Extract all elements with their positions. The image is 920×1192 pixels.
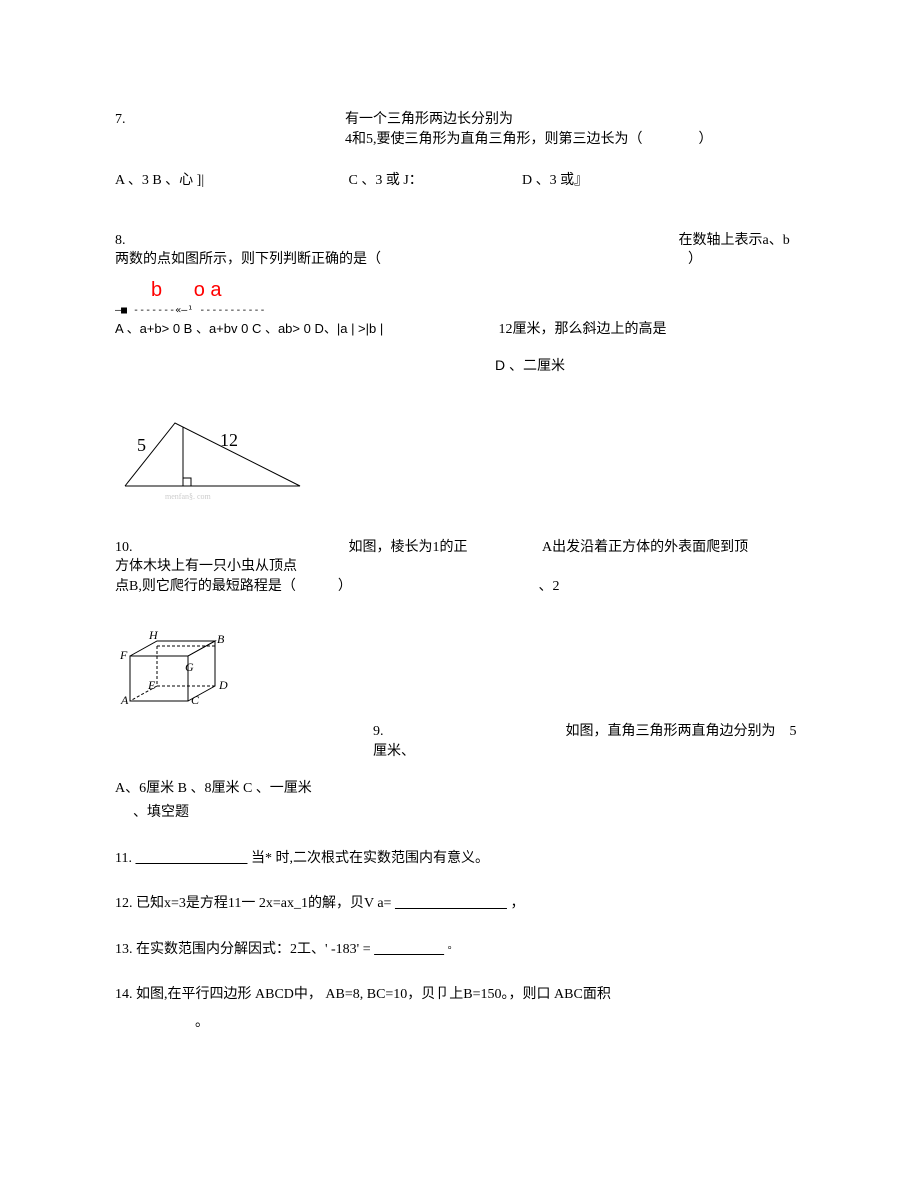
q7-option-ab: A 、3 B 、心 ]|: [115, 171, 345, 191]
q8-line1: 8. 在数轴上表示a、b: [115, 231, 805, 251]
q14-number: 14.: [115, 987, 133, 1002]
q10-line2: 方体木块上有一只小虫从顶点: [115, 557, 805, 577]
q11-blank: [135, 851, 247, 866]
q12-text: 已知x=3是方程11一 2x=ax_1的解，贝V a=: [136, 896, 395, 911]
q8-line2: 两数的点如图所示，则下列判断正确的是（ ）: [115, 250, 805, 270]
q10-line3: 点B,则它爬行的最短路程是（ ） 、2: [115, 577, 805, 597]
q10-mid: 如图，棱长为1的正: [349, 538, 539, 558]
letter-oa: o a: [194, 279, 222, 301]
triangle-label-5: 5: [137, 435, 146, 455]
q12-comma: ，: [510, 896, 524, 911]
q14: 14. 如图,在平行四边形 ABCD中， AB=8, BC=10，贝卩上B=15…: [115, 985, 805, 1032]
q14-end: 。: [195, 1013, 805, 1033]
svg-text:G: G: [185, 660, 194, 674]
q10-number: 10.: [115, 538, 345, 558]
q8-close: ）: [688, 252, 702, 267]
fill-section-title: 、填空题: [133, 803, 805, 823]
q8-numberline: b o a —■ -------«—¹ -----------: [115, 276, 805, 318]
q7-text-1: 有一个三角形两边长分别为: [345, 110, 805, 130]
figure-cube: A C D E F G H B: [115, 601, 805, 713]
q11-number: 11.: [115, 851, 132, 866]
math-worksheet-page: 7. 有一个三角形两边长分别为 4和5,要使三角形为直角三角形，则第三边长为（ …: [0, 0, 920, 1072]
q10-line1: 10. 如图，棱长为1的正 A出发沿着正方体的外表面爬到顶: [115, 538, 805, 558]
q13: 13. 在实数范围内分解因式：2工、' -183' = °: [115, 940, 805, 960]
q7-text-2: 4和5,要使三角形为直角三角形，则第三边长为（ ）: [345, 130, 805, 150]
q8-right-text: 在数轴上表示a、b: [679, 231, 790, 251]
svg-text:menfan§. com: menfan§. com: [165, 492, 212, 501]
triangle-label-12: 12: [220, 430, 238, 450]
q8-opt-d2: D 、二厘米: [495, 356, 805, 376]
q8: 8. 在数轴上表示a、b 两数的点如图所示，则下列判断正确的是（ ） b o a…: [115, 231, 805, 375]
q8-number: 8.: [115, 231, 675, 251]
letter-b: b: [151, 279, 162, 301]
q13-number: 13.: [115, 942, 133, 957]
q10-l3-left: 点B,则它爬行的最短路程是（ ）: [115, 577, 535, 597]
q11-text: 当* 时,二次根式在实数范围内有意义。: [251, 851, 489, 866]
q13-end: °: [448, 945, 452, 956]
q7-number: 7.: [115, 110, 345, 130]
q12: 12. 已知x=3是方程11一 2x=ax_1的解，贝V a= ，: [115, 894, 805, 914]
numberline-axis: —■ -------«—¹ -----------: [115, 304, 805, 318]
svg-text:H: H: [148, 628, 159, 642]
q12-blank: [395, 896, 507, 911]
svg-text:E: E: [147, 678, 156, 692]
q12-number: 12.: [115, 896, 133, 911]
q7-option-d: D 、3 或』: [522, 171, 588, 191]
q10-right: A出发沿着正方体的外表面爬到顶: [542, 538, 748, 558]
svg-text:D: D: [218, 678, 228, 692]
q7-line1: 7. 有一个三角形两边长分别为: [115, 110, 805, 130]
q8-right2: 12厘米，那么斜边上的高是: [499, 320, 667, 340]
q7-option-c: C 、3 或 J：: [349, 171, 519, 191]
svg-text:B: B: [217, 632, 225, 646]
q8-opts-abcd: A 、a+b> 0 B 、a+bv 0 C 、ab> 0 D、|a | >|b …: [115, 320, 495, 338]
triangle-svg: 5 12 menfan§. com: [115, 411, 315, 501]
figure-triangle: 5 12 menfan§. com: [115, 411, 805, 508]
numberline-letters: b o a: [115, 276, 805, 304]
q9-inner: 如图，直角三角形两直角边分别为 5厘米、: [373, 724, 797, 759]
svg-text:F: F: [119, 648, 128, 662]
q9-text: 9. 如图，直角三角形两直角边分别为 5厘米、: [373, 722, 805, 761]
q14-text: 如图,在平行四边形 ABCD中， AB=8, BC=10，贝卩上B=150。，则…: [136, 987, 611, 1002]
q11: 11. 当* 时,二次根式在实数范围内有意义。: [115, 849, 805, 869]
q10-l3-right: 、2: [539, 577, 560, 597]
q7-options: A 、3 B 、心 ]| C 、3 或 J： D 、3 或』: [115, 171, 805, 191]
q8-options: A 、a+b> 0 B 、a+bv 0 C 、ab> 0 D、|a | >|b …: [115, 320, 805, 340]
q9-options: A、6厘米 B 、8厘米 C 、一厘米: [115, 779, 805, 799]
q10: 10. 如图，棱长为1的正 A出发沿着正方体的外表面爬到顶 方体木块上有一只小虫…: [115, 538, 805, 712]
q13-text: 在实数范围内分解因式：2工、' -183' =: [136, 942, 374, 957]
svg-text:C: C: [191, 693, 200, 706]
cube-svg: A C D E F G H B: [115, 601, 245, 706]
svg-text:A: A: [120, 693, 129, 706]
q8-text: 两数的点如图所示，则下列判断正确的是（: [115, 252, 381, 267]
q13-blank: [374, 942, 444, 957]
